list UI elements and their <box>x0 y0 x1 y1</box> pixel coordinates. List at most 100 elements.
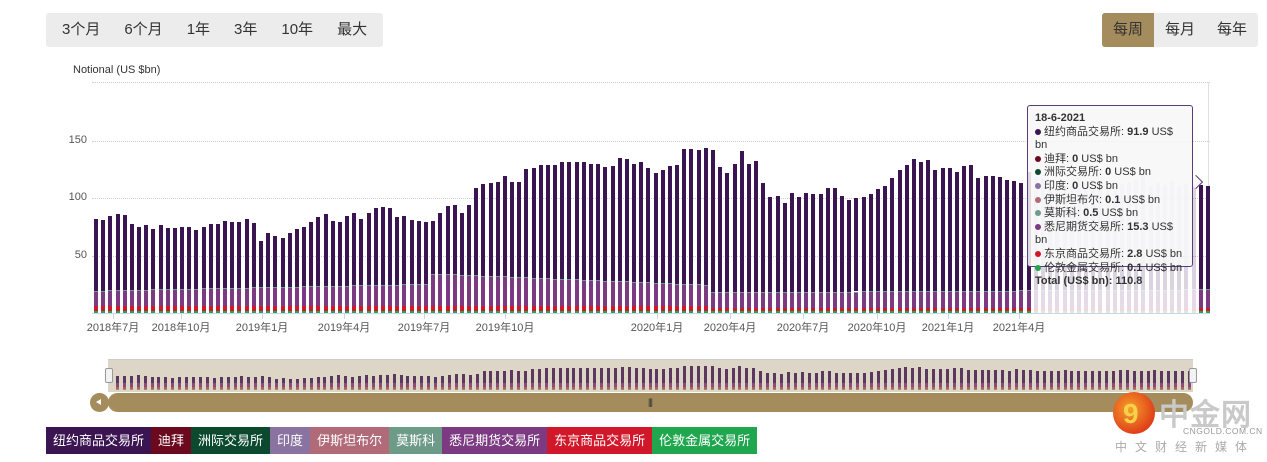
bar-segment <box>911 158 916 292</box>
bar-segment <box>409 311 414 313</box>
x-tick-mark <box>730 313 731 319</box>
bar-segment <box>524 277 529 307</box>
bar-segment <box>316 286 321 287</box>
bar-segment <box>438 273 443 275</box>
y-tick-100: 100 <box>68 191 87 203</box>
bar-segment <box>208 306 213 312</box>
navigator-bar <box>911 367 915 390</box>
legend-item[interactable]: 伊斯坦布尔 <box>310 427 390 454</box>
bar-segment <box>761 311 766 313</box>
legend-item[interactable]: 印度 <box>270 427 311 454</box>
x-tick-mark <box>803 313 804 319</box>
bar-segment <box>388 311 393 313</box>
bar-segment <box>1170 307 1175 312</box>
bar-segment <box>797 291 802 293</box>
bar-segment <box>911 291 916 292</box>
yearly-button[interactable]: 每年 <box>1216 21 1247 38</box>
bar-segment <box>804 292 809 308</box>
bar-segment <box>352 306 357 312</box>
navigator-bar <box>925 368 929 390</box>
navigator-right-handle[interactable] <box>1189 368 1197 383</box>
bar-segment <box>990 311 995 313</box>
bar-segment <box>1191 290 1196 308</box>
bar-segment <box>847 200 852 292</box>
bar-segment <box>883 307 888 312</box>
bar-segment <box>689 284 694 307</box>
bar-segment <box>732 307 737 312</box>
bar-segment <box>302 226 307 287</box>
range-1y-button[interactable]: 1年 <box>186 21 211 38</box>
range-6m-button[interactable]: 6个月 <box>124 21 163 38</box>
legend-item[interactable]: 纽约商品交易所 <box>46 427 152 454</box>
navigator[interactable] <box>108 359 1193 392</box>
bar-segment <box>459 306 464 312</box>
bar-segment <box>431 311 436 313</box>
navigator-left-handle[interactable] <box>105 368 113 383</box>
bar-segment <box>703 284 708 286</box>
monthly-button[interactable]: 每月 <box>1164 21 1195 38</box>
navigator-bar <box>1153 370 1157 390</box>
bar-segment <box>1084 307 1089 312</box>
bar-segment <box>337 221 342 286</box>
navigator-bar <box>116 376 119 390</box>
range-max-button[interactable]: 最大 <box>337 21 368 38</box>
range-3y-button[interactable]: 3年 <box>234 21 258 38</box>
navigator-bar <box>358 375 362 390</box>
bar-segment <box>373 208 378 285</box>
weekly-button[interactable]: 每周 <box>1102 13 1154 47</box>
bar-segment <box>667 283 672 284</box>
legend-item[interactable]: 悉尼期货交易所 <box>442 427 548 454</box>
range-10y-button[interactable]: 10年 <box>281 21 314 38</box>
bar-segment <box>316 217 321 287</box>
bar-segment <box>682 148 687 284</box>
bar-segment <box>510 311 515 313</box>
legend-item[interactable]: 莫斯科 <box>389 427 443 454</box>
bar-segment <box>818 194 823 292</box>
navigator-bar <box>1049 371 1053 390</box>
navigator-bar <box>980 369 984 390</box>
bar-segment <box>646 282 651 283</box>
bar-segment <box>1033 307 1038 312</box>
bar-segment <box>617 306 622 312</box>
bar-segment <box>890 291 895 308</box>
bar-segment <box>467 311 472 313</box>
navigator-bar <box>565 367 569 390</box>
bar-segment <box>129 311 134 313</box>
bar-segment <box>624 281 629 283</box>
bar-segment <box>797 196 802 292</box>
bar-segment <box>804 193 809 292</box>
bar-segment <box>1019 290 1024 292</box>
bar-segment <box>122 290 127 307</box>
bar-segment <box>1162 289 1167 291</box>
navigator-bar <box>683 365 687 390</box>
legend-item[interactable]: 东京商品交易所 <box>547 427 653 454</box>
bar-segment <box>137 311 142 313</box>
scrollbar-grip-icon[interactable]: ||| <box>648 397 653 407</box>
legend-item[interactable]: 洲际交易所 <box>191 427 271 454</box>
bar-segment <box>273 287 278 288</box>
bar-segment <box>545 278 550 279</box>
bar-segment <box>1134 307 1139 312</box>
bar-segment <box>1206 311 1210 313</box>
bar-segment <box>459 275 464 307</box>
scroll-left-arrow-icon[interactable] <box>90 393 109 412</box>
bar-segment <box>345 216 350 286</box>
bar-segment <box>789 311 794 313</box>
bar-segment <box>280 287 285 307</box>
bar-segment <box>624 306 629 312</box>
bar-segment <box>589 163 594 280</box>
bar-segment <box>1055 290 1060 308</box>
bar-segment <box>1184 289 1189 291</box>
scrollbar[interactable]: ||| <box>108 393 1193 412</box>
bar-segment <box>151 311 156 313</box>
legend-item[interactable]: 伦敦金属交易所 <box>652 427 758 454</box>
navigator-bar <box>337 375 341 390</box>
bar-segment <box>904 164 909 292</box>
legend-item[interactable]: 迪拜 <box>151 427 192 454</box>
navigator-bar <box>219 377 223 390</box>
bar-segment <box>1191 183 1196 290</box>
bar-segment <box>323 285 328 287</box>
range-3m-button[interactable]: 3个月 <box>62 21 101 38</box>
bar-segment <box>1055 307 1060 312</box>
bar-segment <box>610 165 615 281</box>
